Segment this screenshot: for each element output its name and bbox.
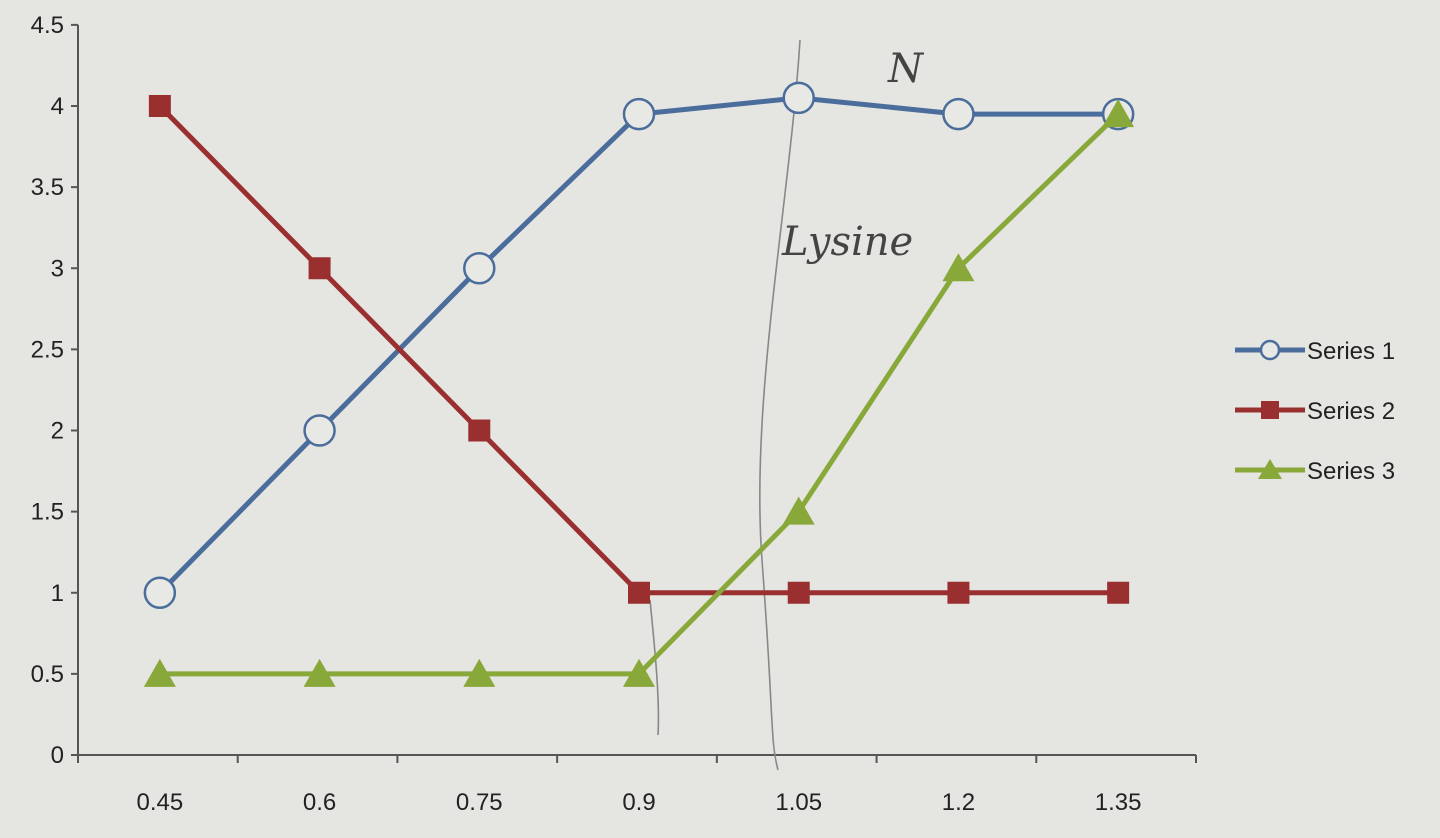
y-tick-label: 3 [51, 255, 64, 282]
series-2 [148, 95, 1130, 604]
x-tick-label: 1.2 [942, 789, 975, 816]
series-1-point [463, 252, 496, 285]
y-tick-label: 0 [51, 742, 64, 769]
y-tick-label: 1.5 [31, 499, 64, 526]
pencil-line-left [649, 599, 660, 736]
legend-marker [1261, 401, 1279, 419]
legend-marker [1258, 459, 1282, 479]
y-tick-label: 0.5 [31, 661, 64, 688]
y-tick-label: 4.5 [31, 12, 64, 39]
series-1 [143, 81, 1135, 609]
series-2-point [308, 257, 331, 280]
legend-marker [1259, 339, 1281, 361]
legend-item-3: Series 3 [1235, 458, 1395, 485]
series-3-point [942, 253, 975, 282]
series-3-point [143, 658, 176, 687]
legend-label: Series 2 [1307, 398, 1395, 425]
y-tick-label: 1 [51, 580, 64, 607]
series-group [143, 81, 1135, 687]
x-tick-label: 1.05 [775, 789, 822, 816]
series-3 [143, 99, 1135, 687]
x-tick-label: 1.35 [1095, 789, 1142, 816]
series-3-point [303, 658, 336, 687]
y-tick-label: 3.5 [31, 174, 64, 201]
legend-item-1: Series 1 [1235, 338, 1395, 365]
pencil-line-right [758, 39, 801, 771]
series-2-point [1107, 581, 1130, 604]
series-2-point [148, 95, 171, 117]
x-tick-label: 0.45 [136, 789, 183, 816]
x-tick-label: 0.75 [456, 789, 503, 816]
series-2-point [787, 581, 810, 604]
series-2-point [947, 581, 970, 604]
y-tick-label: 4 [51, 93, 64, 120]
series-3-point [623, 658, 655, 687]
y-tick-label: 2 [51, 418, 64, 445]
series-1-point [303, 414, 336, 447]
series-1-point [143, 576, 177, 609]
series-2-point [628, 581, 650, 604]
y-tick-label: 2.5 [31, 336, 64, 363]
series-3-point [1102, 99, 1135, 128]
series-1-point [782, 81, 815, 115]
x-tick-label: 0.9 [622, 789, 655, 816]
legend-label: Series 1 [1307, 338, 1395, 365]
series-2-point [468, 419, 491, 442]
series-1-point [942, 97, 975, 131]
annotation-lysine: Lysine [781, 219, 913, 265]
x-tick-label: 0.6 [303, 789, 336, 816]
pencil-annotations: N Lysine [649, 39, 925, 771]
legend-item-2: Series 2 [1235, 398, 1395, 425]
series-3-point [782, 496, 815, 525]
series-3-point [463, 658, 496, 687]
series-1-point [622, 97, 656, 131]
annotation-n: N [887, 46, 925, 92]
axes: 0 0.5 1 1.5 2 2.5 3 3.5 4 4.5 0.45 0.6 0.75 0.9 1.05 1.… [31, 12, 1197, 816]
legend: Series 1 Series 2 Series 3 [1235, 338, 1395, 485]
legend-label: Series 3 [1307, 458, 1395, 485]
